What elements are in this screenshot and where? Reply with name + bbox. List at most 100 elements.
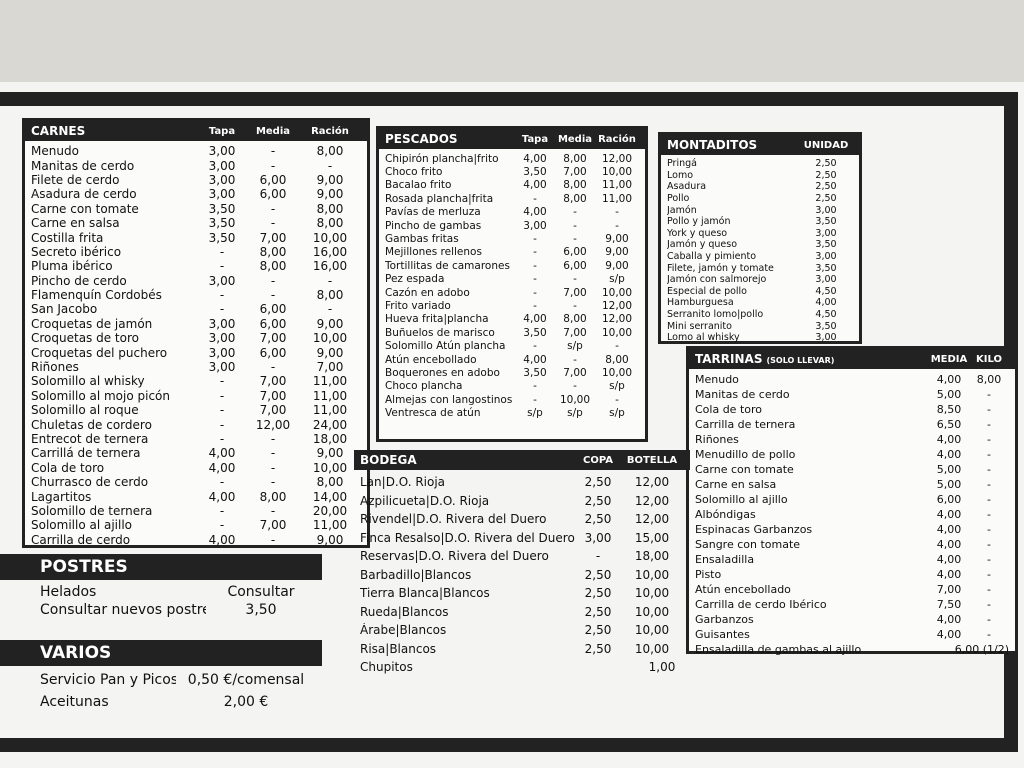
- item-price: -: [219, 244, 225, 259]
- item-price: -: [987, 403, 991, 416]
- item-price: s/p: [567, 340, 583, 353]
- item-price: -: [987, 583, 991, 596]
- item-name: Cazón en adobo: [385, 286, 470, 299]
- menu-item: Rivendel|D.O. Rivera del Duero 2,50 12,00: [354, 510, 690, 529]
- menu-section: TARRINAS (SOLO LLEVAR) MEDIA KILO Menudo 4,00…: [686, 346, 1018, 656]
- item-name: Helados: [40, 584, 97, 600]
- item-price: -: [533, 393, 537, 406]
- item-price: -: [533, 299, 537, 312]
- item-price: -: [219, 403, 225, 418]
- section-header: CARNES Tapa Media Ración: [25, 121, 367, 141]
- item-name: Ventresca de atún: [385, 407, 481, 420]
- item-price: -: [987, 478, 991, 491]
- item-price: 7,00: [259, 388, 287, 403]
- section-header: POSTRES: [0, 554, 322, 580]
- item-price: 4,00: [523, 313, 547, 326]
- section-title: CARNES: [31, 124, 86, 138]
- item-price: 11,00: [312, 374, 348, 389]
- menu-item: Bacalao frito 4,00 8,00 11,00: [379, 179, 645, 192]
- item-name: Chipirón plancha|frito: [385, 152, 499, 165]
- item-price: 11,00: [601, 192, 633, 205]
- item-price: -: [987, 568, 991, 581]
- item-price: -: [270, 460, 276, 475]
- item-price: 10,00: [601, 366, 633, 379]
- menu-item: York y queso 3,00: [661, 228, 859, 240]
- item-price: 4,50: [815, 309, 837, 321]
- item-name: Bacalao frito: [385, 179, 452, 192]
- item-price: 4,00: [936, 508, 962, 521]
- item-price: s/p: [567, 407, 583, 420]
- menu-item: Gambas fritas - - 9,00: [379, 232, 645, 245]
- item-name: Lomo: [667, 169, 694, 181]
- item-price: 3,00: [208, 158, 236, 173]
- item-price: 3,00: [208, 187, 236, 202]
- item-name: Ensaladilla: [695, 553, 755, 566]
- item-price: s/p: [527, 407, 543, 420]
- item-price: 4,00: [208, 489, 236, 504]
- item-price: 8,00: [316, 288, 344, 303]
- item-price: 16,00: [312, 244, 348, 259]
- item-price: -: [987, 388, 991, 401]
- section-rows: Servicio Pan y Picos 0,50 €/comensal Aceit…: [0, 666, 322, 713]
- item-price: 12,00: [601, 299, 633, 312]
- item-name: Riñones: [31, 360, 79, 375]
- menu-item: Caballa y pimiento 3,00: [661, 251, 859, 263]
- item-price: 1,00: [648, 660, 676, 675]
- item-price: 4,00: [936, 553, 962, 566]
- item-price: 4,00: [936, 613, 962, 626]
- item-name: Atún encebollado: [695, 583, 791, 596]
- menu-item: Boquerones en adobo 3,50 7,00 10,00: [379, 366, 645, 379]
- item-price: 8,00: [259, 489, 287, 504]
- item-price: -: [219, 417, 225, 432]
- menu-item: Especial de pollo 4,50: [661, 286, 859, 298]
- item-name: Costilla frita: [31, 230, 104, 245]
- item-price: -: [270, 532, 276, 547]
- menu-item: Croquetas de jamón 3,00 6,00 9,00: [25, 317, 367, 331]
- item-name: Riñones: [695, 433, 739, 446]
- item-price: 3,00: [208, 273, 236, 288]
- item-price: -: [987, 508, 991, 521]
- item-price: 3,00: [208, 345, 236, 360]
- menu-item: Pisto 4,00 -: [689, 567, 1015, 582]
- item-price: 7,50: [936, 598, 962, 611]
- item-price: 8,00: [976, 373, 1002, 386]
- menu-item: Mini serranito 3,50: [661, 320, 859, 332]
- item-price: 2,00 €: [223, 694, 269, 710]
- item-price: 3,50: [208, 201, 236, 216]
- item-price: -: [270, 216, 276, 231]
- item-name: Sangre con tomate: [695, 538, 801, 551]
- item-price: 8,00: [563, 152, 587, 165]
- item-price: 6,00 (1/2): [954, 643, 1009, 656]
- item-name: Albóndigas: [695, 508, 756, 521]
- item-name: Asadura: [667, 181, 707, 193]
- item-price: 6,00: [259, 316, 287, 331]
- item-name: Carrillá de ternera: [31, 446, 141, 461]
- item-name: Asadura de cerdo: [31, 187, 137, 202]
- item-price: -: [987, 538, 991, 551]
- item-price: 11,00: [601, 179, 633, 192]
- item-price: 4,00: [523, 152, 547, 165]
- item-price: 4,00: [523, 206, 547, 219]
- item-name: Menudo: [31, 144, 79, 159]
- item-name: Almejas con langostinos: [385, 393, 513, 406]
- menu-item: Hamburguesa 4,00: [661, 297, 859, 309]
- section-header: TARRINAS (SOLO LLEVAR) MEDIA KILO: [689, 349, 1015, 369]
- item-price: 2,50: [584, 512, 612, 527]
- item-price: -: [987, 418, 991, 431]
- section-title: MONTADITOS: [667, 138, 758, 152]
- item-price: 11,00: [312, 518, 348, 533]
- item-price: -: [987, 433, 991, 446]
- item-price: -: [573, 380, 577, 393]
- item-price: -: [327, 158, 333, 173]
- item-price: -: [270, 144, 276, 159]
- column-header: Tapa: [208, 125, 236, 137]
- menu-item: Reservas|D.O. Rivera del Duero - 18,00: [354, 547, 690, 566]
- menu-item: Carrilla de ternera 6,50 -: [689, 417, 1015, 432]
- item-name: Árabe|Blancos: [360, 623, 447, 638]
- item-price: 12,00: [634, 475, 670, 490]
- item-price: 2,50: [584, 604, 612, 619]
- column-header: Media: [557, 133, 593, 145]
- item-price: 7,00: [259, 230, 287, 245]
- item-price: -: [219, 374, 225, 389]
- item-price: 4,00: [208, 446, 236, 461]
